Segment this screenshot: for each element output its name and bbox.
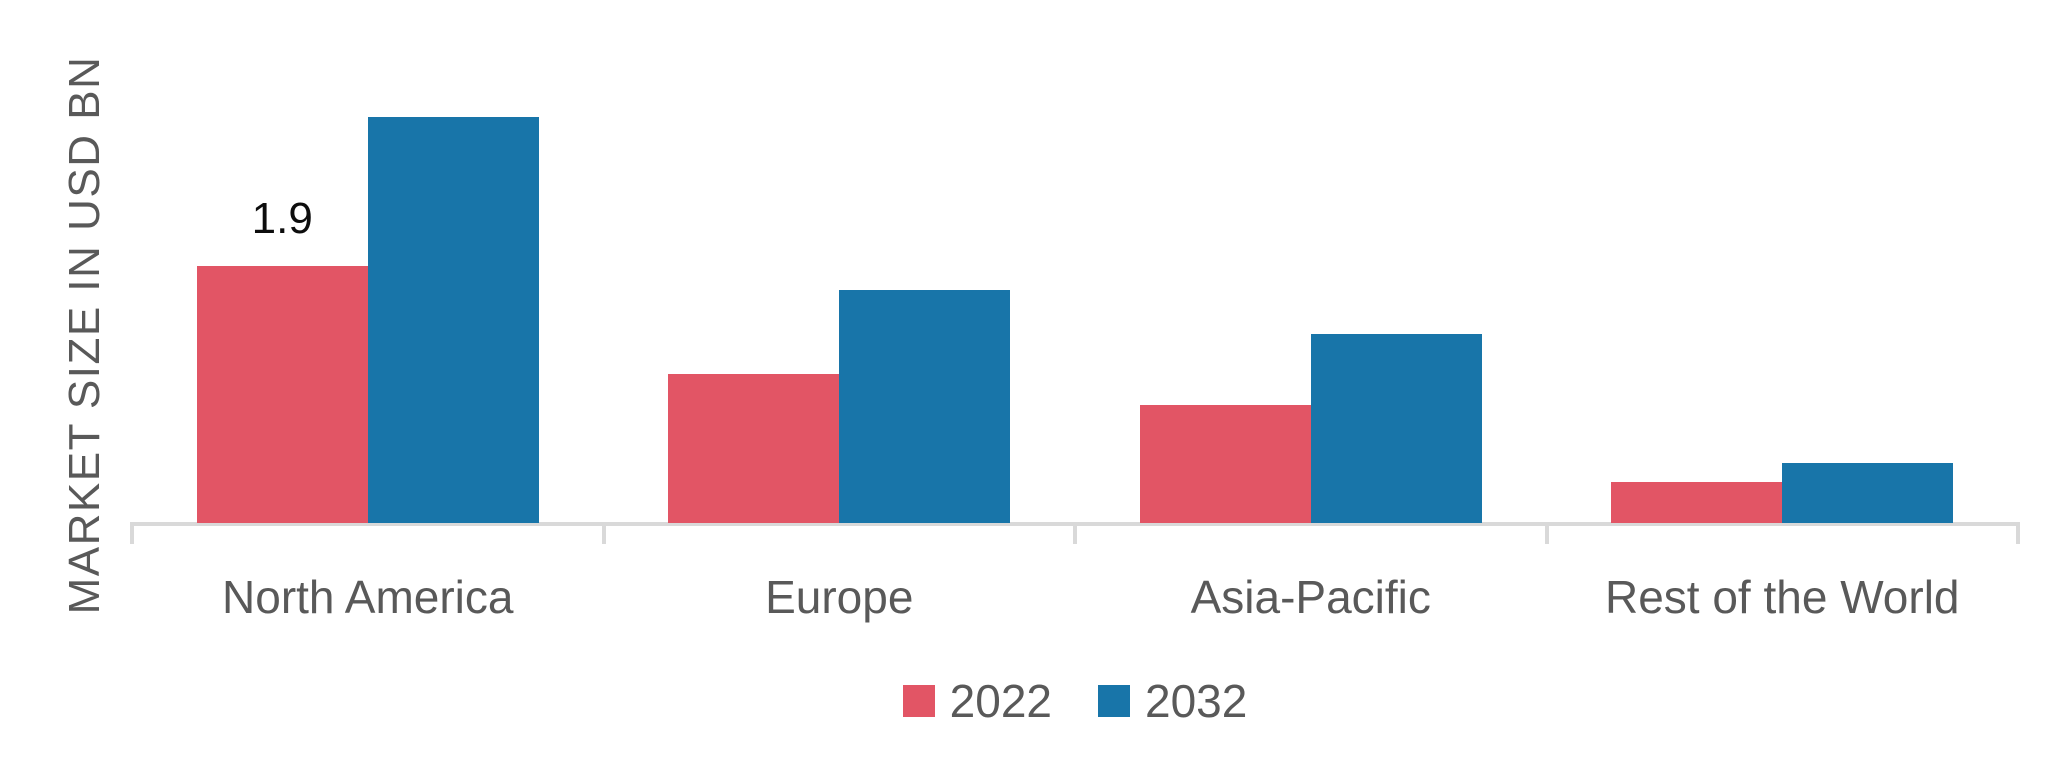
x-axis-tick	[1073, 522, 1077, 544]
x-axis-label-rest-of-the-world: Rest of the World	[1604, 571, 1960, 623]
bar-2022-rest-of-the-world	[1611, 482, 1783, 523]
x-axis-tick	[601, 522, 606, 544]
x-axis-tick	[1544, 522, 1549, 544]
legend-label-2022: 2022	[949, 675, 1052, 727]
bar-2032-europe	[839, 290, 1011, 523]
data-label-2022-north-america: 1.9	[251, 194, 313, 243]
bar-2032-rest-of-the-world	[1782, 463, 1954, 523]
legend-item-2022: 2022	[902, 675, 1052, 727]
legend-swatch-2032	[1098, 685, 1130, 717]
x-axis-tick	[130, 522, 134, 544]
legend: 2022 2032	[132, 678, 2018, 724]
legend-label-2032: 2032	[1145, 675, 1248, 727]
bar-2022-asia-pacific	[1139, 405, 1311, 523]
legend-item-2032: 2032	[1098, 678, 1247, 724]
bar-2022-north-america	[196, 266, 368, 523]
x-axis-label-north-america: North America	[222, 571, 514, 623]
x-axis-tick	[2016, 522, 2020, 544]
x-axis-label-europe: Europe	[765, 571, 914, 623]
x-axis-label-asia-pacific: Asia-Pacific	[1190, 571, 1431, 623]
bar-2032-asia-pacific	[1310, 334, 1482, 523]
y-axis-title: MARKET SIZE IN USD BN	[60, 55, 109, 615]
bar-2022-europe	[668, 374, 840, 523]
bar-2032-north-america	[367, 117, 539, 523]
legend-swatch-2022	[902, 685, 935, 717]
